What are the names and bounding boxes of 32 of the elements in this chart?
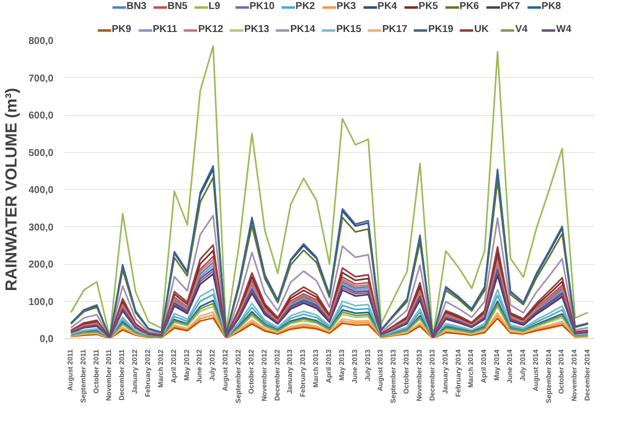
y-tick-label: 500,0: [28, 148, 54, 159]
y-tick-label: 800,0: [28, 36, 54, 47]
legend-label: PK5: [418, 1, 439, 12]
legend-label: PK17: [382, 24, 408, 35]
legend-label: UK: [474, 24, 490, 35]
y-tick-label: 0,0: [40, 334, 54, 345]
legend-label: PK7: [500, 1, 521, 12]
legend-label: PK10: [250, 1, 275, 12]
y-tick-label: 600,0: [28, 110, 54, 122]
legend-label: W4: [556, 24, 572, 35]
legend-label: PK13: [244, 24, 270, 35]
y-tick-label: 100,0: [28, 296, 54, 308]
legend-label: PK3: [336, 1, 357, 12]
legend-label: PK19: [428, 24, 454, 35]
legend-label: L9: [208, 1, 222, 12]
legend-label: PK6: [460, 1, 480, 12]
legend-label: V4: [515, 24, 529, 35]
legend-label: PK15: [336, 24, 362, 35]
legend-label: BN3: [126, 1, 146, 12]
legend-label: PK9: [112, 24, 132, 35]
y-tick-label: 400,0: [28, 185, 54, 196]
legend-label: PK4: [378, 1, 398, 12]
legend-label: PK2: [296, 1, 316, 12]
y-tick-label: 200,0: [28, 260, 54, 270]
y-tick-label: 300,0: [28, 222, 54, 234]
legend-label: PK14: [290, 24, 316, 35]
legend-label: PK12: [198, 24, 224, 35]
legend-label: PK11: [152, 24, 178, 35]
legend-label: PK8: [542, 1, 562, 12]
y-tick-label: 700,0: [28, 73, 54, 84]
y-axis-title: RAINWATER VOLUME (m³): [3, 88, 20, 292]
legend-label: BN5: [167, 1, 188, 12]
